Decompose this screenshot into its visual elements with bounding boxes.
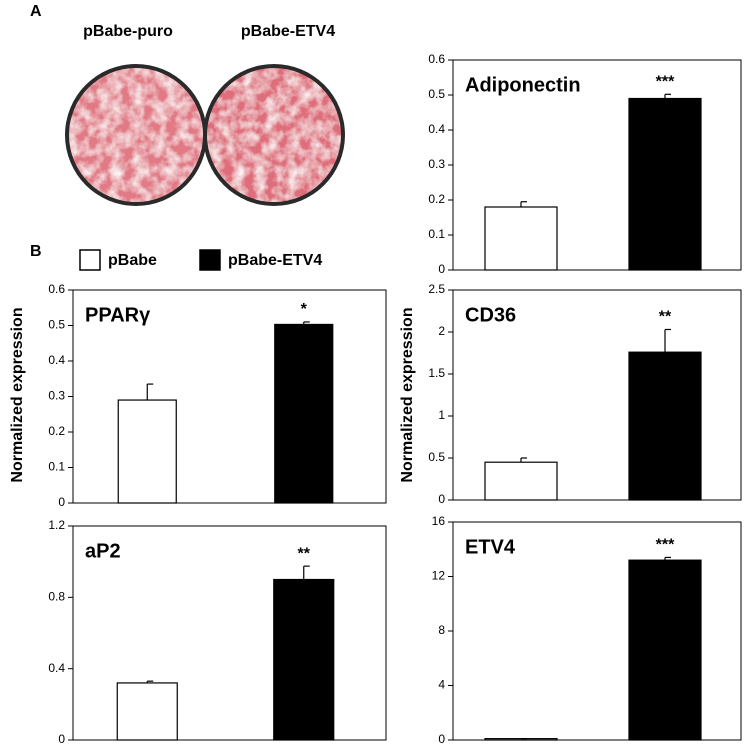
y-tick-label: 0 bbox=[438, 732, 445, 746]
plate bbox=[207, 68, 341, 202]
y-tick-label: 2 bbox=[438, 324, 445, 338]
y-tick-label: 0 bbox=[438, 492, 445, 506]
significance: * bbox=[301, 301, 308, 318]
bar bbox=[273, 578, 335, 741]
y-tick-label: 0 bbox=[58, 495, 65, 509]
y-tick-label: 0.1 bbox=[48, 460, 65, 474]
y-axis-label: Normalized expression bbox=[9, 307, 26, 482]
y-tick-label: 0 bbox=[438, 262, 445, 276]
y-tick-label: 1.5 bbox=[428, 366, 445, 380]
significance: ** bbox=[659, 309, 672, 326]
y-tick-label: 0.4 bbox=[428, 122, 445, 136]
y-tick-label: 0.3 bbox=[428, 157, 445, 171]
plot-frame bbox=[72, 525, 387, 741]
significance: *** bbox=[656, 74, 675, 91]
bar bbox=[274, 323, 334, 504]
y-tick-label: 16 bbox=[432, 514, 446, 528]
y-tick-label: 0.5 bbox=[428, 450, 445, 464]
y-tick-label: 0.6 bbox=[48, 282, 65, 296]
y-tick-label: 0.5 bbox=[428, 87, 445, 101]
y-tick-label: 0.1 bbox=[428, 227, 445, 241]
bar bbox=[484, 461, 558, 501]
legend-swatch bbox=[199, 249, 221, 271]
y-tick-label: 0.8 bbox=[48, 590, 65, 604]
y-tick-label: 1 bbox=[438, 408, 445, 422]
y-tick-label: 0.2 bbox=[48, 424, 65, 438]
y-tick-label: 12 bbox=[432, 569, 446, 583]
bar bbox=[116, 682, 178, 741]
y-tick-label: 0 bbox=[58, 732, 65, 746]
y-tick-label: 0.6 bbox=[428, 52, 445, 66]
bar bbox=[628, 559, 702, 741]
chart-title: Adiponectin bbox=[465, 74, 581, 96]
bar bbox=[484, 206, 558, 271]
significance: *** bbox=[656, 537, 675, 554]
chart-title: PPARγ bbox=[85, 304, 151, 326]
plate bbox=[69, 68, 203, 202]
plate-label: pBabe-puro bbox=[83, 23, 173, 40]
chart-title: CD36 bbox=[465, 304, 516, 326]
y-tick-label: 0.4 bbox=[48, 661, 65, 675]
y-tick-label: 1.2 bbox=[48, 518, 65, 532]
legend-label: pBabe-ETV4 bbox=[228, 252, 322, 269]
bar bbox=[628, 351, 702, 501]
plate-label: pBabe-ETV4 bbox=[241, 23, 335, 40]
y-tick-label: 4 bbox=[438, 678, 445, 692]
chart-title: aP2 bbox=[85, 540, 121, 562]
y-tick-label: 0.4 bbox=[48, 353, 65, 367]
chart-title: ETV4 bbox=[465, 536, 516, 558]
y-tick-label: 0.3 bbox=[48, 389, 65, 403]
panel-label: A bbox=[30, 3, 42, 20]
y-axis-label: Normalized expression bbox=[399, 307, 416, 482]
y-tick-label: 0.5 bbox=[48, 318, 65, 332]
y-tick-label: 0.2 bbox=[428, 192, 445, 206]
panel-label: B bbox=[30, 243, 42, 260]
y-tick-label: 2.5 bbox=[428, 282, 445, 296]
legend-swatch bbox=[79, 249, 101, 271]
significance: ** bbox=[298, 545, 311, 562]
bar bbox=[628, 97, 702, 271]
plot-frame bbox=[452, 289, 742, 501]
y-tick-label: 8 bbox=[438, 623, 445, 637]
bar bbox=[117, 399, 177, 504]
legend-label: pBabe bbox=[108, 252, 157, 269]
